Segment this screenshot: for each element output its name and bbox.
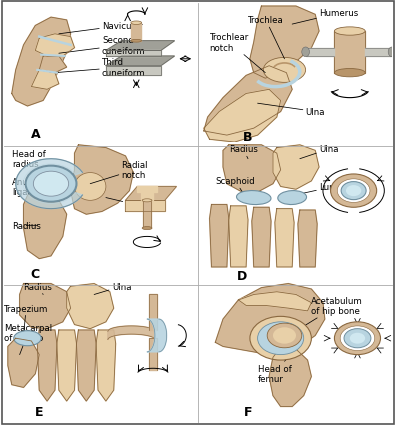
- Polygon shape: [76, 330, 96, 401]
- Ellipse shape: [131, 40, 142, 43]
- Polygon shape: [96, 330, 116, 401]
- Text: Trochlear
notch: Trochlear notch: [209, 33, 265, 73]
- Circle shape: [250, 317, 311, 360]
- Text: Anular
ligament: Anular ligament: [12, 177, 50, 197]
- Polygon shape: [365, 49, 392, 57]
- Polygon shape: [204, 90, 281, 143]
- Ellipse shape: [302, 48, 309, 58]
- Text: Head of
femur: Head of femur: [258, 352, 292, 383]
- Polygon shape: [147, 320, 167, 352]
- Ellipse shape: [14, 331, 41, 346]
- Ellipse shape: [131, 22, 142, 26]
- Circle shape: [344, 329, 371, 348]
- Text: Trapezium: Trapezium: [4, 304, 48, 336]
- Polygon shape: [37, 330, 57, 401]
- Polygon shape: [306, 49, 335, 57]
- Polygon shape: [16, 159, 82, 209]
- Ellipse shape: [388, 48, 396, 58]
- Polygon shape: [106, 57, 175, 66]
- Polygon shape: [141, 191, 153, 201]
- Polygon shape: [275, 209, 294, 268]
- Text: Trochlea: Trochlea: [248, 16, 284, 60]
- Polygon shape: [335, 32, 365, 73]
- Text: Ulna: Ulna: [258, 104, 325, 117]
- Ellipse shape: [331, 175, 377, 208]
- Text: Radius: Radius: [24, 282, 52, 295]
- Polygon shape: [8, 338, 39, 388]
- Polygon shape: [39, 57, 67, 73]
- Circle shape: [267, 323, 302, 348]
- Polygon shape: [269, 343, 311, 406]
- Polygon shape: [20, 284, 70, 329]
- Ellipse shape: [337, 179, 370, 203]
- Text: Second
cuneiform: Second cuneiform: [59, 36, 146, 55]
- Polygon shape: [238, 292, 311, 311]
- Polygon shape: [35, 35, 74, 57]
- Circle shape: [25, 166, 76, 202]
- Polygon shape: [31, 71, 59, 90]
- Polygon shape: [57, 330, 76, 401]
- Ellipse shape: [341, 182, 366, 200]
- Polygon shape: [24, 187, 67, 259]
- Circle shape: [340, 326, 375, 351]
- Ellipse shape: [335, 28, 365, 36]
- Ellipse shape: [278, 191, 307, 205]
- Text: Head of
radius: Head of radius: [12, 150, 46, 176]
- Polygon shape: [204, 66, 292, 136]
- Polygon shape: [149, 295, 157, 330]
- Polygon shape: [108, 326, 155, 340]
- Polygon shape: [106, 42, 175, 51]
- Polygon shape: [209, 205, 229, 268]
- Ellipse shape: [74, 173, 106, 201]
- Polygon shape: [106, 51, 161, 57]
- Polygon shape: [149, 338, 157, 370]
- Ellipse shape: [236, 191, 271, 205]
- Text: Metacarpal
of thumb: Metacarpal of thumb: [4, 323, 52, 355]
- Polygon shape: [12, 18, 70, 106]
- Circle shape: [33, 172, 69, 197]
- Polygon shape: [215, 284, 325, 355]
- Circle shape: [257, 322, 304, 355]
- Ellipse shape: [142, 199, 152, 202]
- Polygon shape: [106, 66, 161, 76]
- Text: C: C: [31, 268, 40, 281]
- Ellipse shape: [263, 58, 306, 83]
- Text: Radius: Radius: [12, 221, 41, 230]
- Polygon shape: [126, 187, 177, 201]
- Text: Ulna: Ulna: [94, 282, 131, 295]
- Text: Ulna: Ulna: [300, 145, 339, 159]
- Text: A: A: [30, 128, 40, 141]
- Polygon shape: [252, 208, 271, 268]
- Polygon shape: [223, 145, 281, 193]
- Text: Lunate: Lunate: [296, 182, 349, 195]
- Text: D: D: [237, 269, 248, 282]
- Ellipse shape: [346, 186, 361, 197]
- Polygon shape: [131, 23, 141, 42]
- Polygon shape: [298, 210, 317, 268]
- Text: Ulna: Ulna: [106, 198, 145, 210]
- Text: Scaphoid: Scaphoid: [215, 177, 255, 198]
- Text: Third
cuneiform: Third cuneiform: [55, 58, 146, 78]
- Text: Radial
notch: Radial notch: [90, 161, 148, 184]
- Text: B: B: [243, 131, 253, 144]
- Polygon shape: [143, 201, 151, 228]
- Text: F: F: [244, 406, 252, 418]
- Ellipse shape: [335, 69, 365, 78]
- Circle shape: [350, 333, 365, 344]
- Polygon shape: [229, 206, 248, 268]
- Circle shape: [335, 322, 381, 355]
- Circle shape: [273, 328, 296, 344]
- Polygon shape: [137, 187, 157, 193]
- Text: Acetabulum
of hip bone: Acetabulum of hip bone: [300, 296, 363, 329]
- Text: E: E: [35, 406, 44, 418]
- Text: Radius: Radius: [229, 145, 258, 159]
- Polygon shape: [70, 145, 133, 215]
- Polygon shape: [250, 7, 319, 79]
- Polygon shape: [273, 145, 319, 190]
- Text: Humerus: Humerus: [292, 9, 358, 25]
- Polygon shape: [126, 201, 165, 212]
- Text: Navicular: Navicular: [59, 22, 143, 35]
- Polygon shape: [67, 284, 114, 329]
- Ellipse shape: [142, 227, 152, 230]
